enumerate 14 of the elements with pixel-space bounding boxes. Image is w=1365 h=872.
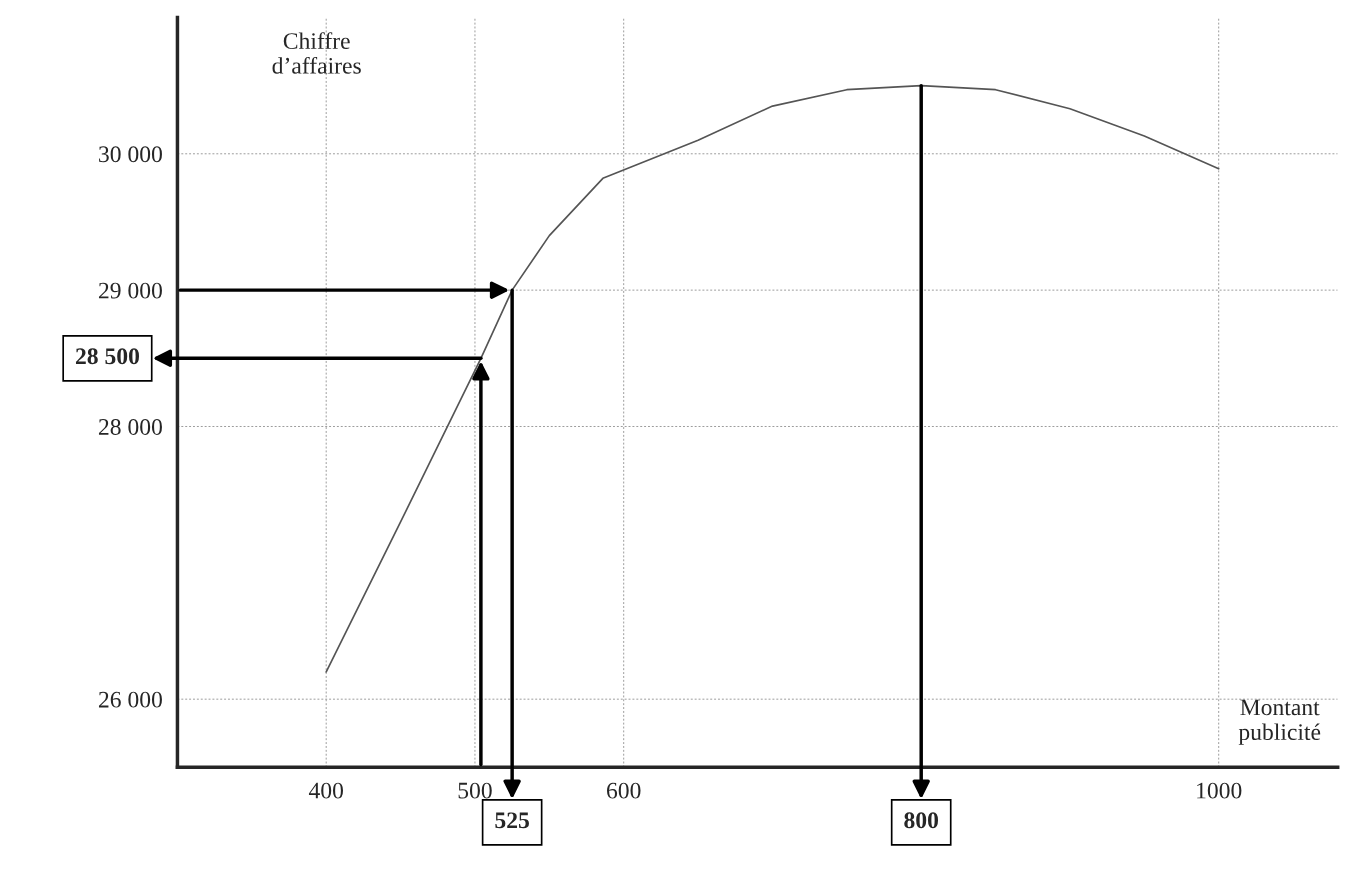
y-tick-label: 30 000 (99, 146, 162, 163)
line-series (325, 84, 1220, 673)
x-tick-label: 600 (607, 782, 641, 799)
x-tick-label: 400 (308, 782, 344, 799)
x-axis-title: Montant publicité (1238, 699, 1321, 745)
y-tick-label: 26 000 (98, 691, 162, 708)
x-tick-label: 500 (458, 782, 492, 799)
annotation: 525 (495, 812, 529, 829)
annotation: 28 500 (75, 348, 140, 365)
y-tick-label: 29 000 (98, 282, 162, 299)
y-tick-label: 28 000 (98, 418, 162, 435)
x-tick-label: 1000 (1197, 782, 1242, 799)
annotation: 800 (904, 812, 939, 829)
y-axis-title: Chiffre d’affaires (272, 32, 361, 74)
